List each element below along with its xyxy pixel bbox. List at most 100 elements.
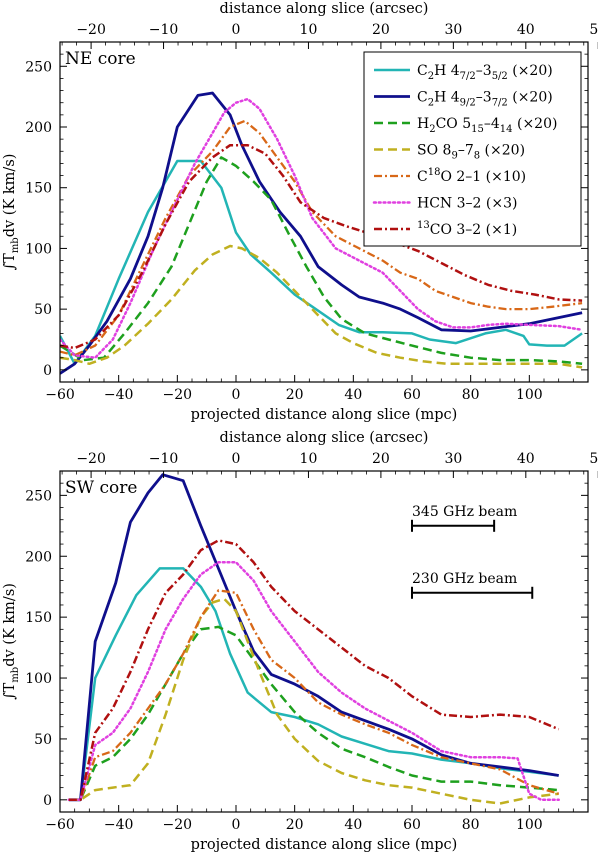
legend-label-3: SO 89–78 (×20) xyxy=(417,143,525,162)
x2-tick-label: 20 xyxy=(372,22,390,38)
y-tick-label: 200 xyxy=(25,549,52,565)
x2-tick-label: 40 xyxy=(517,22,535,38)
x2-tick-label: −20 xyxy=(76,22,106,38)
x2-tick-label: 40 xyxy=(517,451,535,467)
y-tick-label: 150 xyxy=(25,610,52,626)
y-axis-label: ∫Tmbdv (K km/s) xyxy=(2,583,21,700)
x-tick-label: 20 xyxy=(286,387,304,403)
legend-label-1: C2H 49/2–37/2 (×20) xyxy=(417,90,553,109)
panel-label: NE core xyxy=(65,49,136,69)
x-tick-label: 40 xyxy=(344,817,362,833)
x2-tick-label: 10 xyxy=(300,451,318,467)
series-line-4 xyxy=(68,589,560,801)
x-tick-label: 100 xyxy=(516,387,543,403)
y-tick-label: 50 xyxy=(34,732,52,748)
legend-label-part: –4 xyxy=(484,116,500,132)
legend-label-part: 5/2 xyxy=(492,71,508,82)
series-line-5 xyxy=(60,97,584,359)
legend-label-4: C18O 2–1 (×10) xyxy=(417,167,526,185)
legend-label-part: (×20) xyxy=(480,143,525,159)
legend-label-part: 7/2 xyxy=(460,71,476,82)
legend-label-part: 2 xyxy=(428,71,434,82)
series-line-6 xyxy=(60,143,583,350)
plot-frame xyxy=(59,470,589,813)
x-tick-label: 60 xyxy=(403,387,421,403)
y-tick-label: 250 xyxy=(25,59,52,75)
x-tick-label: 0 xyxy=(232,817,241,833)
legend-label-part: (×20) xyxy=(508,63,553,79)
legend-label-part: (×3) xyxy=(481,196,517,212)
x-tick-label: −20 xyxy=(163,817,193,833)
x2-tick-label: 20 xyxy=(372,451,390,467)
panel-sw-core: −60 −40 −20 0 20 40 60 80 100050100150200250−20−… xyxy=(2,430,598,853)
x-tick-label: 20 xyxy=(286,817,304,833)
y-axis-label-main: ∫T xyxy=(2,253,18,271)
x2-tick-label: 50 xyxy=(589,451,598,467)
x-axis-label: projected distance along slice (mpc) xyxy=(191,407,458,423)
x2-axis-label: distance along slice (arcsec) xyxy=(220,430,429,446)
legend-label-part: 2 xyxy=(429,124,435,135)
x-tick-label: −60 xyxy=(45,387,75,403)
x-tick-label: −60 xyxy=(45,817,75,833)
legend-label-part: O 2–1 xyxy=(440,169,481,185)
y-tick-label: 100 xyxy=(25,241,52,257)
legend-label-part: HCN 3–2 xyxy=(417,196,481,212)
x-tick-label: 40 xyxy=(344,387,362,403)
x-tick-label: 60 xyxy=(403,817,421,833)
legend-label-part: C xyxy=(417,169,428,185)
beam-label-0: 345 GHz beam xyxy=(412,504,517,520)
legend-label-part: (×1) xyxy=(481,222,517,238)
x2-axis-label: distance along slice (arcsec) xyxy=(220,1,429,17)
legend-label-part: –3 xyxy=(476,90,492,106)
series-line-0 xyxy=(68,567,559,802)
legend-label-part: (×20) xyxy=(513,116,558,132)
legend-label-0: C2H 47/2–35/2 (×20) xyxy=(417,63,553,82)
x2-tick-label: −20 xyxy=(76,451,106,467)
series-line-1 xyxy=(60,91,583,375)
y-tick-label: 0 xyxy=(43,793,52,809)
legend-label-part: 7/2 xyxy=(492,98,508,109)
y-axis-label-sub: mb xyxy=(10,667,21,683)
x-tick-label: −20 xyxy=(163,387,193,403)
x-tick-label: 0 xyxy=(232,387,241,403)
y-axis-label-main: ∫T xyxy=(2,682,18,700)
legend-label-part: –3 xyxy=(476,63,492,79)
legend-label-part: CO 5 xyxy=(436,116,472,132)
legend-label-part: SO 8 xyxy=(417,143,451,159)
x2-tick-label: −10 xyxy=(149,451,179,467)
legend-label-part: 13 xyxy=(417,220,430,231)
legend-label-part: 9 xyxy=(451,151,457,162)
y-tick-label: 0 xyxy=(43,363,52,379)
y-axis-label-rest: dv (K km/s) xyxy=(2,583,18,667)
legend-label-part: –7 xyxy=(458,143,474,159)
panel-ne-core: −60 −40 −20 0 20 40 60 80 100050100150200250−20−… xyxy=(2,1,598,423)
legend-label-part: 2 xyxy=(428,98,434,109)
series-line-3 xyxy=(60,244,583,369)
y-tick-label: 150 xyxy=(25,181,52,197)
series-line-5 xyxy=(67,561,560,802)
x-tick-label: 100 xyxy=(516,817,543,833)
series-line-1 xyxy=(68,473,559,802)
x2-tick-label: 0 xyxy=(232,22,241,38)
x2-tick-label: 10 xyxy=(300,22,318,38)
beam-label-1: 230 GHz beam xyxy=(412,571,517,587)
legend-label-part: 9/2 xyxy=(460,98,476,109)
series-line-6 xyxy=(68,539,560,802)
x-tick-label: −40 xyxy=(104,817,134,833)
legend-label-part: (×20) xyxy=(508,90,553,106)
y-tick-label: 50 xyxy=(34,302,52,318)
legend-label-part: H 4 xyxy=(434,90,460,106)
legend-label-part: 14 xyxy=(500,124,513,135)
legend-label-part: (×10) xyxy=(481,169,526,185)
y-tick-label: 200 xyxy=(25,120,52,136)
series-line-4 xyxy=(60,119,583,357)
x2-tick-label: 30 xyxy=(444,22,462,38)
legend-label-6: 13CO 3–2 (×1) xyxy=(417,220,517,238)
legend-label-part: 8 xyxy=(474,151,480,162)
legend-label-part: 15 xyxy=(471,124,484,135)
x-axis-label: projected distance along slice (mpc) xyxy=(191,837,458,853)
legend-label-part: H 4 xyxy=(434,63,460,79)
x2-tick-label: 50 xyxy=(589,22,598,38)
legend-box xyxy=(363,51,582,247)
y-tick-label: 250 xyxy=(25,488,52,504)
